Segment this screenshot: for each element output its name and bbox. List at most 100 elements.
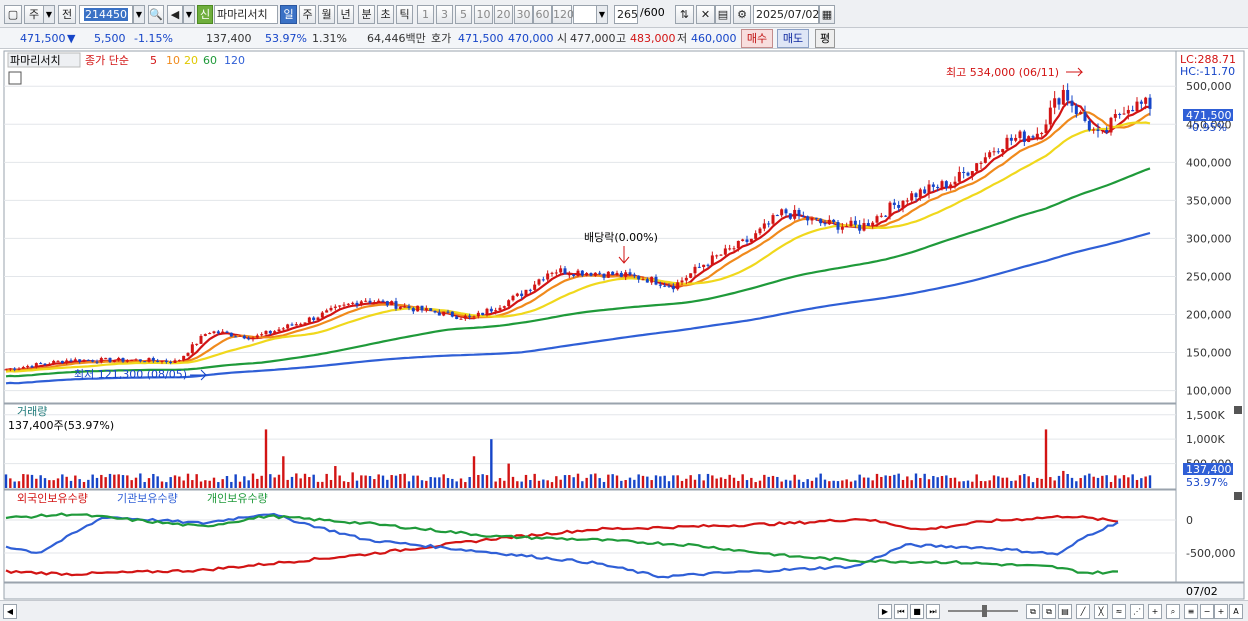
stock-code-input[interactable]: 214450 bbox=[79, 5, 133, 24]
candle-body bbox=[819, 218, 823, 224]
candle-body bbox=[238, 335, 242, 337]
zoom-out-icon[interactable]: − bbox=[1200, 604, 1214, 619]
magnify-icon[interactable]: ⌕ bbox=[1166, 604, 1180, 619]
date-input[interactable]: 2025/07/02 bbox=[753, 5, 819, 24]
compare-icon[interactable]: ⧉ bbox=[1026, 604, 1040, 619]
candle-body bbox=[251, 337, 255, 340]
draw-line-icon[interactable]: ╱ bbox=[1076, 604, 1090, 619]
holdings-panel[interactable] bbox=[3, 489, 1177, 583]
chart-scrollbar[interactable]: ◀ ▶ ⏮ ■ ⏭ ⧉ ⧉ ▤ ╱ ╳ ≈ ⋰ + ⌕ ≡ − + A bbox=[0, 600, 1248, 621]
candle-body bbox=[117, 357, 121, 361]
zoom-in-icon[interactable]: + bbox=[1214, 604, 1228, 619]
speaker-dropdown-icon[interactable]: ▼ bbox=[183, 5, 195, 24]
volume-bar bbox=[520, 481, 523, 488]
candle-body bbox=[650, 276, 654, 283]
stock-chart[interactable]: 500,000 450,000 400,000 350,000 300,000 250,0… bbox=[0, 50, 1248, 600]
scroll-left-icon[interactable]: ◀ bbox=[3, 604, 17, 619]
stock-name-field[interactable]: 파마리서치 bbox=[214, 5, 278, 24]
interval-120[interactable]: 120 bbox=[552, 5, 574, 24]
search-icon[interactable]: 🔍 bbox=[148, 5, 164, 24]
interval-1[interactable]: 1 bbox=[417, 5, 434, 24]
volume-bar bbox=[1036, 477, 1039, 488]
market-select[interactable]: 주 bbox=[24, 5, 44, 24]
window-menu-icon[interactable]: ▢ bbox=[4, 5, 22, 24]
volume-bar bbox=[563, 475, 567, 488]
high-price: 483,000 bbox=[630, 32, 676, 45]
candle-body bbox=[1022, 131, 1026, 142]
stock-code-value: 214450 bbox=[84, 8, 128, 21]
interval-3[interactable]: 3 bbox=[436, 5, 453, 24]
buy-button[interactable]: 매수 bbox=[741, 29, 773, 48]
speaker-icon[interactable]: ◀ bbox=[167, 5, 183, 24]
volume-bar bbox=[347, 482, 350, 488]
open-label: 시 bbox=[557, 32, 568, 45]
candle-body bbox=[21, 366, 25, 369]
indicator-icon[interactable]: ✕ bbox=[696, 5, 715, 24]
open-price: 477,000 bbox=[570, 32, 616, 45]
volume-bar bbox=[940, 475, 944, 488]
calendar-icon[interactable]: ▦ bbox=[819, 5, 835, 24]
draw-trend-icon[interactable]: ╳ bbox=[1094, 604, 1108, 619]
scroll-right-icon[interactable]: ▶ bbox=[878, 604, 892, 619]
menu-icon[interactable]: ≡ bbox=[1184, 604, 1198, 619]
sell-button[interactable]: 매도 bbox=[777, 29, 809, 48]
holdings-tick-label: -500,000 bbox=[1186, 547, 1235, 560]
market-dropdown-icon[interactable]: ▼ bbox=[43, 5, 55, 24]
candle-body bbox=[849, 220, 853, 227]
first-page-icon[interactable]: ⏮ bbox=[894, 604, 908, 619]
holdings-legend-foreign: 외국인보유수량 bbox=[17, 492, 88, 505]
period-day-tab[interactable]: 일 bbox=[280, 5, 297, 24]
prev-button[interactable]: 전 bbox=[58, 5, 76, 24]
period-week-tab[interactable]: 주 bbox=[299, 5, 316, 24]
volume-close-icon[interactable] bbox=[1234, 406, 1242, 414]
crosshair-icon[interactable]: + bbox=[1148, 604, 1162, 619]
volume-bar bbox=[208, 480, 211, 488]
period-minute-tab[interactable]: 분 bbox=[358, 5, 375, 24]
code-dropdown-icon[interactable]: ▼ bbox=[133, 5, 145, 24]
custom-interval-input[interactable] bbox=[573, 5, 597, 24]
period-tick-tab[interactable]: 틱 bbox=[396, 5, 413, 24]
interval-10[interactable]: 10 bbox=[474, 5, 493, 24]
turnover-pct: 1.31% bbox=[312, 32, 347, 45]
volume-bar bbox=[338, 475, 341, 488]
table-toggle-icon[interactable] bbox=[8, 71, 22, 85]
stop-icon[interactable]: ■ bbox=[910, 604, 924, 619]
font-size-icon[interactable]: A bbox=[1229, 604, 1243, 619]
candle-body bbox=[1083, 111, 1087, 121]
evaluate-button[interactable]: 평 bbox=[815, 29, 835, 48]
volume-bar bbox=[35, 478, 38, 488]
period-month-tab[interactable]: 월 bbox=[318, 5, 335, 24]
volume-bar bbox=[1148, 475, 1152, 488]
candle-body bbox=[351, 302, 355, 304]
volume-bar bbox=[815, 477, 818, 488]
interval-60[interactable]: 60 bbox=[533, 5, 552, 24]
interval-30[interactable]: 30 bbox=[514, 5, 533, 24]
interval-5[interactable]: 5 bbox=[455, 5, 472, 24]
save-icon[interactable]: ▤ bbox=[715, 5, 731, 24]
holdings-close-icon[interactable] bbox=[1234, 492, 1242, 500]
layout-icon[interactable]: ▤ bbox=[1058, 604, 1072, 619]
draw-fib-icon[interactable]: ≈ bbox=[1112, 604, 1126, 619]
draw-channel-icon[interactable]: ⋰ bbox=[1130, 604, 1144, 619]
price-tick-label: 400,000 bbox=[1186, 156, 1232, 169]
volume-ratio: 53.97% bbox=[265, 32, 307, 45]
gear-icon[interactable]: ⚙ bbox=[733, 5, 751, 24]
zoom-slider-handle[interactable] bbox=[982, 605, 987, 617]
period-year-tab[interactable]: 년 bbox=[337, 5, 354, 24]
chart-tools-icon[interactable]: ⇅ bbox=[675, 5, 694, 24]
custom-interval-dropdown-icon[interactable]: ▼ bbox=[596, 5, 608, 24]
candle-body bbox=[403, 306, 407, 308]
volume-bar bbox=[711, 475, 714, 488]
volume-bar bbox=[191, 480, 194, 488]
period-second-tab[interactable]: 초 bbox=[377, 5, 394, 24]
volume-bar bbox=[91, 474, 94, 488]
volume-bar bbox=[43, 478, 47, 488]
copy-icon[interactable]: ⧉ bbox=[1042, 604, 1056, 619]
count-input[interactable]: 265 bbox=[614, 5, 638, 24]
price-panel[interactable] bbox=[3, 50, 1177, 404]
last-page-icon[interactable]: ⏭ bbox=[926, 604, 940, 619]
trade-amount: 64,446백만 bbox=[367, 32, 426, 45]
interval-20[interactable]: 20 bbox=[494, 5, 513, 24]
volume-bar bbox=[455, 481, 458, 488]
candle-body bbox=[1144, 97, 1148, 104]
